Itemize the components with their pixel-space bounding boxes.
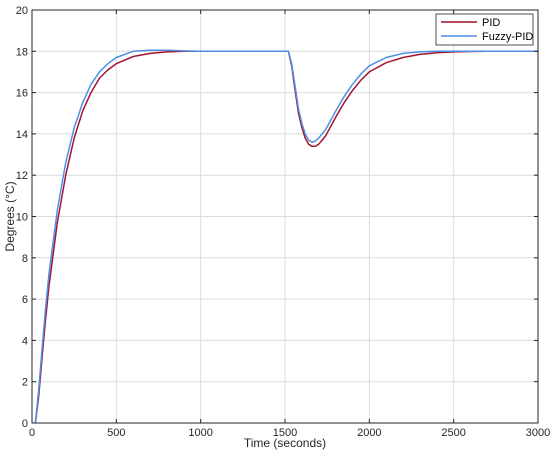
y-tick-labels: 0 2 4 6 8 10 12 14 16 18 20	[16, 5, 28, 430]
y-tick-label: 20	[16, 5, 28, 17]
series-lines	[34, 49, 538, 424]
x-tick-label: 1000	[188, 427, 212, 439]
y-tick-label: 14	[16, 129, 28, 141]
legend-label-fuzzy-pid: Fuzzy-PID	[482, 31, 533, 43]
grid	[32, 10, 538, 423]
legend-box	[435, 13, 534, 46]
axis-ticks	[31, 9, 539, 424]
x-axis-label: Time (seconds)	[244, 436, 326, 450]
x-tick-labels: 0 500 1000 1500 2000 2500 3000	[29, 427, 550, 439]
y-tick-label: 18	[16, 46, 28, 58]
x-tick-label: 3000	[526, 427, 550, 439]
y-tick-label: 16	[16, 88, 28, 100]
x-tick-label: 2000	[357, 427, 381, 439]
y-axis-label: Degrees (°C)	[3, 181, 17, 251]
y-tick-label: 4	[22, 335, 28, 347]
y-tick-label: 10	[16, 212, 28, 224]
y-tick-label: 2	[22, 377, 28, 389]
x-tick-label: 1500	[273, 427, 297, 439]
legend: PID Fuzzy-PID	[435, 13, 534, 46]
y-tick-label: 8	[22, 253, 28, 265]
x-tick-label: 2500	[441, 427, 465, 439]
y-tick-label: 6	[22, 294, 28, 306]
series-line-fuzzy-pid	[34, 49, 538, 424]
x-tick-label: 0	[29, 427, 35, 439]
y-tick-label: 0	[22, 418, 28, 430]
y-tick-label: 12	[16, 170, 28, 182]
legend-label-pid: PID	[482, 17, 500, 29]
x-tick-label: 500	[107, 427, 125, 439]
